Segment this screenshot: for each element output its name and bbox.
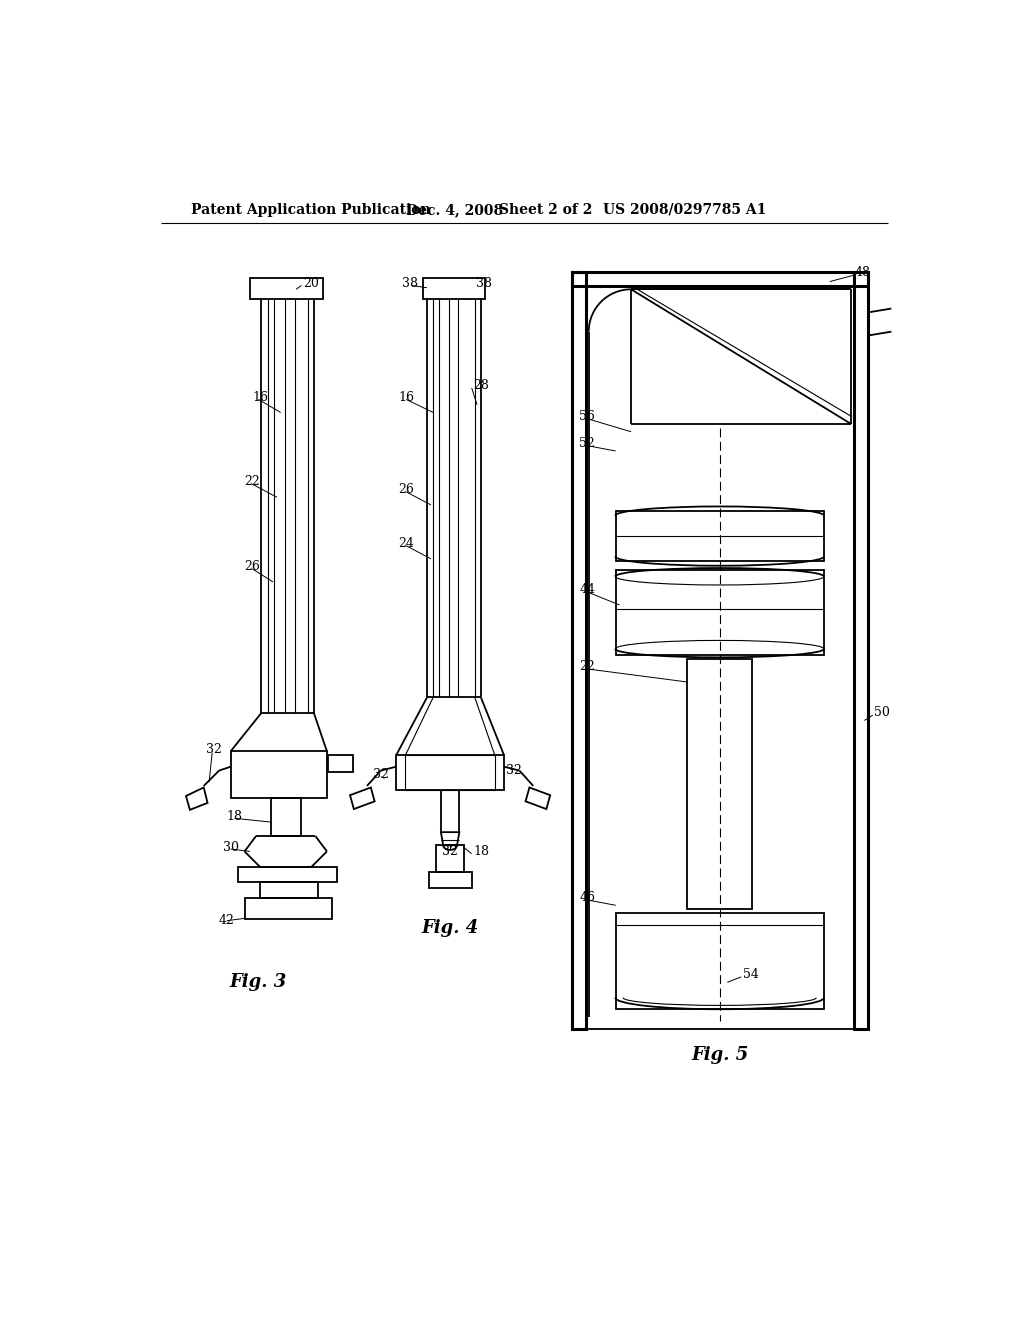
Bar [687, 659, 752, 909]
Bar [615, 511, 824, 561]
Text: 20: 20 [303, 277, 318, 289]
Text: 16: 16 [398, 391, 415, 404]
Text: US 2008/0297785 A1: US 2008/0297785 A1 [603, 203, 767, 216]
Text: 26: 26 [398, 483, 415, 496]
Bar [271, 797, 301, 836]
Text: Fig. 3: Fig. 3 [229, 973, 287, 991]
Text: Fig. 5: Fig. 5 [691, 1047, 749, 1064]
Text: 52: 52 [580, 437, 595, 450]
Bar [429, 873, 472, 887]
Bar [250, 277, 323, 300]
Bar [396, 755, 504, 789]
Text: 32: 32 [506, 764, 521, 777]
Bar [239, 867, 337, 882]
Text: Patent Application Publication: Patent Application Publication [190, 203, 430, 216]
Text: 38: 38 [402, 277, 419, 290]
Text: Sheet 2 of 2: Sheet 2 of 2 [499, 203, 592, 216]
Text: 18: 18 [226, 810, 243, 824]
Bar [571, 272, 868, 286]
Text: 56: 56 [580, 409, 595, 422]
Text: 38: 38 [475, 277, 492, 290]
Bar [615, 570, 824, 655]
Text: 32: 32 [373, 768, 389, 781]
Text: 50: 50 [874, 706, 890, 719]
Bar [329, 755, 353, 772]
Text: 26: 26 [245, 560, 260, 573]
Text: 46: 46 [580, 891, 596, 904]
Text: 32: 32 [442, 845, 459, 858]
Text: 18: 18 [473, 845, 489, 858]
Bar [230, 751, 327, 797]
Text: 30: 30 [223, 841, 239, 854]
Text: 32: 32 [206, 743, 222, 756]
Bar [571, 272, 586, 1028]
Text: 16: 16 [252, 391, 268, 404]
Text: 42: 42 [219, 915, 234, 927]
Bar [854, 272, 868, 1028]
Text: 48: 48 [854, 265, 870, 279]
Bar [615, 913, 824, 1010]
Bar [423, 277, 484, 300]
Text: 44: 44 [580, 583, 596, 597]
Bar [260, 882, 317, 898]
Text: 28: 28 [473, 379, 489, 392]
Text: 22: 22 [245, 475, 260, 488]
Text: 24: 24 [398, 537, 415, 550]
Text: 54: 54 [742, 968, 759, 981]
Text: 22: 22 [580, 660, 595, 673]
Bar [406, 755, 495, 789]
Bar [436, 845, 464, 873]
Bar [245, 898, 333, 919]
Text: Fig. 4: Fig. 4 [422, 920, 479, 937]
Text: Dec. 4, 2008: Dec. 4, 2008 [407, 203, 504, 216]
